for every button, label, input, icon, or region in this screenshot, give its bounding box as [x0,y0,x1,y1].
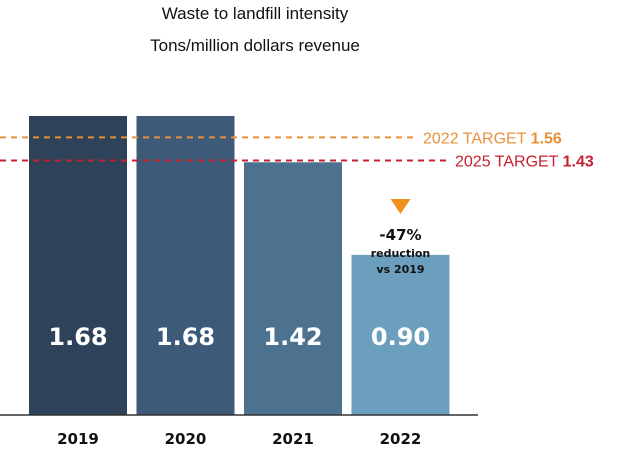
down-triangle-icon [390,199,411,214]
bar-2022 [351,254,450,415]
x-tick-label-2021: 2021 [272,430,314,448]
bar-value-label-2022: 0.90 [371,323,430,351]
annotation-line1: reduction [371,247,431,260]
target-name-2: 2025 TARGET [455,153,563,170]
target-label-1: 2022 TARGET 1.56 [423,130,562,147]
x-axis-ticks: 2019 2020 2021 2022 [57,430,421,448]
annotation-line2: vs 2019 [376,263,424,276]
target-value-2: 1.43 [563,153,594,170]
x-tick-label-2019: 2019 [57,430,99,448]
chart-subtitle: Tons/million dollars revenue [150,36,360,55]
bar-2019 [29,116,127,415]
bars-group: 1.68 1.68 1.42 0.90 [29,116,450,415]
x-tick-label-2020: 2020 [165,430,207,448]
reduction-annotation: -47% reduction vs 2019 [371,199,431,276]
target-label-2: 2025 TARGET 1.43 [455,153,594,170]
bar-value-label-2019: 1.68 [48,323,107,351]
chart-title: Waste to landfill intensity [162,4,349,23]
target-value-1: 1.56 [531,130,562,147]
bar-2020 [136,116,235,415]
target-lines-group: 2022 TARGET 1.56 2025 TARGET 1.43 [0,130,594,170]
bar-value-label-2020: 1.68 [156,323,215,351]
bar-value-label-2021: 1.42 [263,323,322,351]
bar-2021 [244,162,342,415]
x-tick-label-2022: 2022 [380,430,422,448]
target-name-1: 2022 TARGET [423,130,531,147]
annotation-headline: -47% [379,226,421,244]
